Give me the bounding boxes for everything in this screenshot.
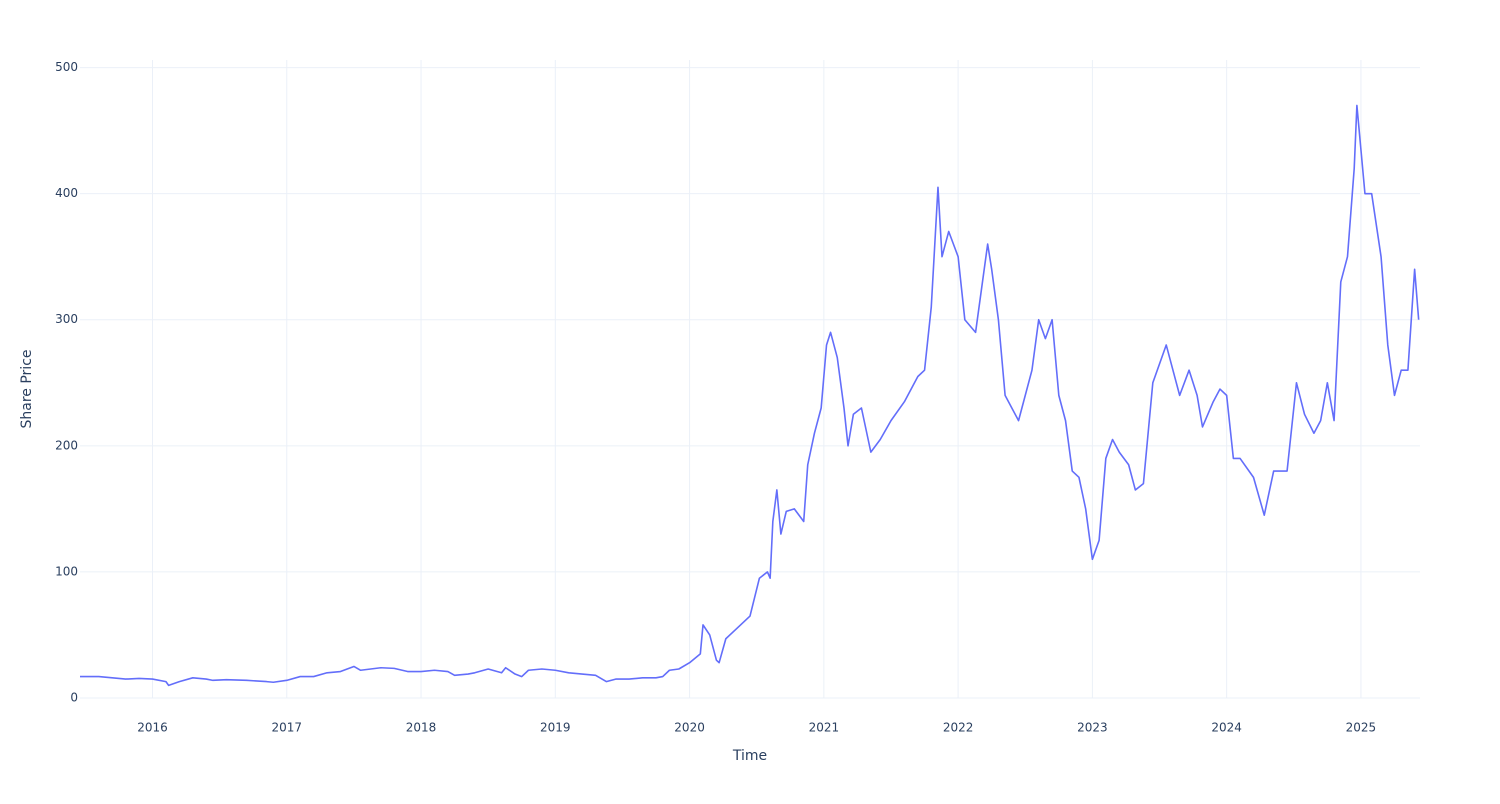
x-axis-title: Time [732, 748, 767, 764]
x-tick-label: 2021 [809, 721, 840, 735]
y-tick-label: 400 [55, 186, 78, 200]
x-tick-label: 2019 [540, 721, 571, 735]
y-tick-label: 200 [55, 438, 78, 452]
x-tick-label: 2020 [674, 721, 705, 735]
y-tick-label: 100 [55, 564, 78, 578]
x-tick-label: 2024 [1211, 721, 1242, 735]
x-tick-label: 2022 [943, 721, 974, 735]
y-tick-label: 0 [70, 691, 78, 705]
price-line [80, 104, 1420, 687]
y-axis-title: Share Price [19, 349, 35, 428]
x-tick-label: 2016 [137, 721, 168, 735]
x-tick-label: 2018 [406, 721, 437, 735]
x-tick-label: 2025 [1346, 721, 1377, 735]
y-tick-label: 300 [55, 312, 78, 326]
x-tick-label: 2017 [272, 721, 303, 735]
y-tick-label: 500 [55, 60, 78, 74]
x-tick-label: 2023 [1077, 721, 1108, 735]
